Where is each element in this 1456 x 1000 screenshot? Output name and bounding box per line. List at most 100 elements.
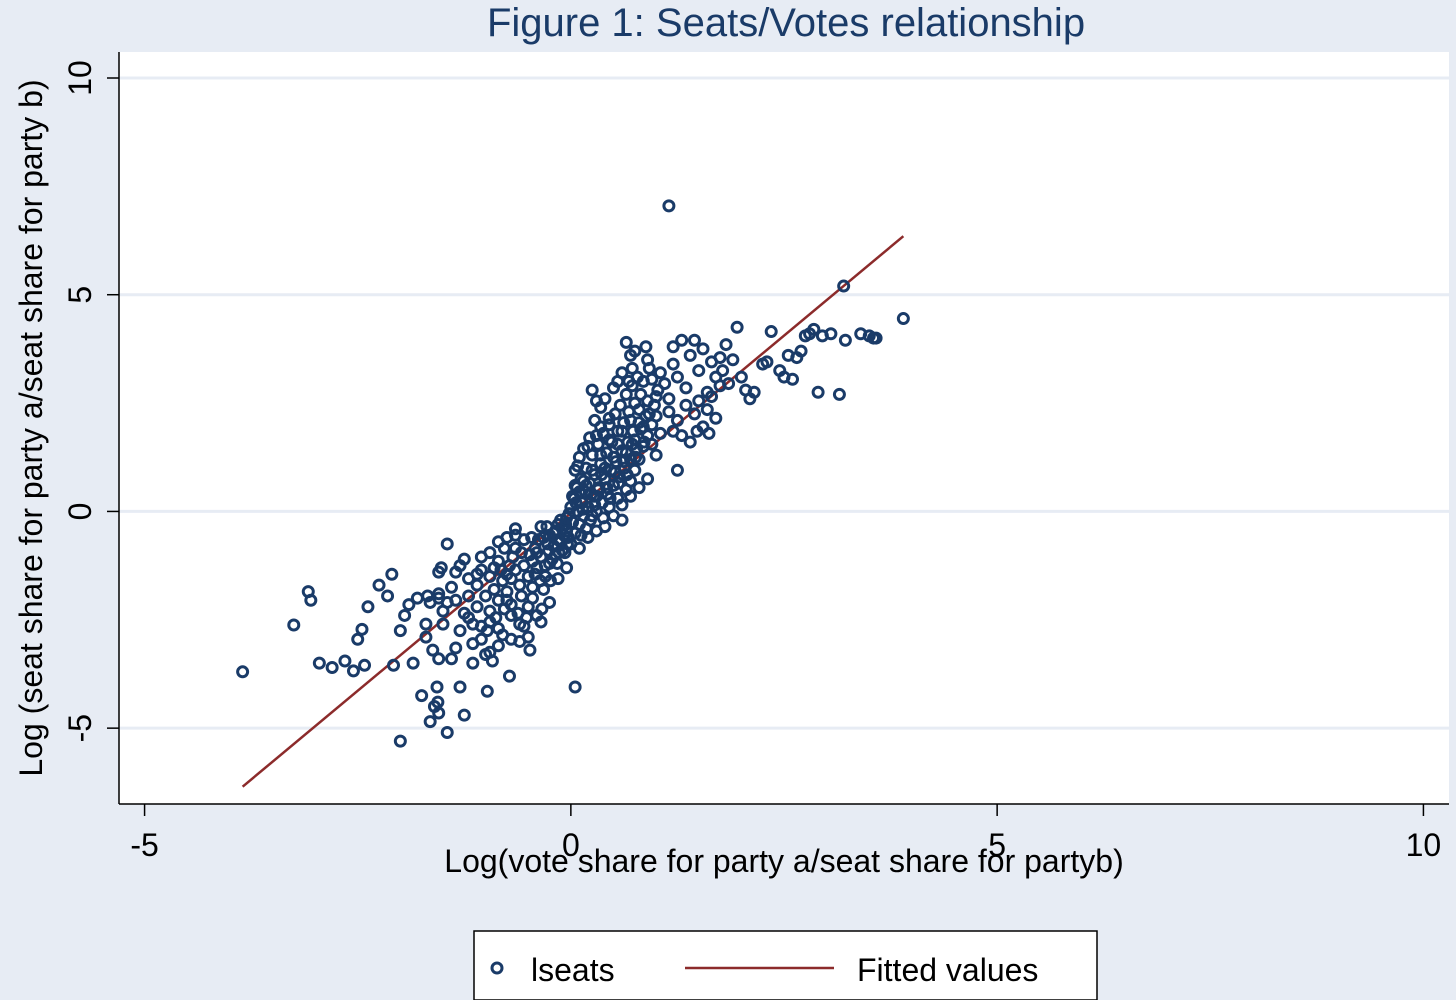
data-point-44 — [440, 725, 454, 739]
data-point-311 — [832, 387, 846, 401]
data-point-253 — [645, 372, 659, 386]
data-point-264 — [679, 398, 693, 412]
data-point-22 — [415, 689, 429, 703]
data-point-351 — [457, 606, 471, 620]
data-point-34 — [436, 604, 450, 618]
data-point-42 — [419, 617, 433, 631]
scatter-points — [236, 199, 910, 748]
data-point-17 — [393, 734, 407, 748]
data-point-100 — [514, 589, 528, 603]
data-point-90 — [470, 600, 484, 614]
data-point-265 — [683, 435, 697, 449]
data-point-358 — [521, 630, 535, 644]
data-point-248 — [625, 361, 639, 375]
data-point-258 — [666, 357, 680, 371]
data-point-94 — [491, 593, 505, 607]
data-point-290 — [726, 353, 740, 367]
data-point-268 — [692, 394, 706, 408]
data-point-3 — [304, 593, 318, 607]
data-point-29 — [436, 617, 450, 631]
data-point-344 — [620, 468, 634, 482]
data-point-1 — [287, 618, 301, 632]
data-point-331 — [569, 496, 583, 510]
data-point-175 — [613, 398, 627, 412]
data-point-13 — [381, 589, 395, 603]
data-point-256 — [658, 377, 672, 391]
legend-label-fitted: Fitted values — [857, 952, 1038, 988]
data-point-329 — [560, 524, 574, 538]
data-point-35 — [430, 680, 444, 694]
data-point-131 — [525, 530, 539, 544]
data-point-25 — [423, 715, 437, 729]
data-point-276 — [666, 340, 680, 354]
data-point-220 — [568, 463, 582, 477]
data-point-255 — [653, 366, 667, 380]
data-point-235 — [632, 403, 646, 417]
data-point-326 — [534, 520, 548, 534]
data-point-302 — [786, 372, 800, 386]
data-point-102 — [521, 569, 535, 583]
data-point-321 — [491, 554, 505, 568]
data-point-345 — [625, 437, 639, 451]
data-point-70 — [523, 643, 537, 657]
data-point-280 — [687, 333, 701, 347]
data-point-340 — [603, 491, 617, 505]
x-tick-label-3: 10 — [1406, 827, 1442, 863]
legend-box — [473, 930, 1098, 1000]
x-tick-label-1: 0 — [562, 827, 580, 863]
data-point-39 — [434, 561, 448, 575]
data-point-37 — [431, 695, 445, 709]
data-point-333 — [576, 502, 590, 516]
data-point-332 — [572, 485, 586, 499]
data-point-137 — [543, 574, 557, 588]
data-point-271 — [702, 426, 716, 440]
data-point-249 — [628, 344, 642, 358]
data-point-229 — [606, 450, 620, 464]
data-point-218 — [651, 383, 665, 397]
data-point-19 — [402, 598, 416, 612]
data-point-0 — [236, 665, 250, 679]
y-axis-title: Log (seat share for party a/seat share f… — [13, 79, 49, 776]
data-point-233 — [624, 413, 638, 427]
data-point-341 — [608, 465, 622, 479]
data-point-357 — [513, 617, 527, 631]
data-point-371 — [572, 541, 586, 555]
data-point-8 — [351, 632, 365, 646]
data-point-43 — [440, 537, 454, 551]
data-point-310 — [824, 327, 838, 341]
data-point-7 — [346, 664, 360, 678]
data-point-33 — [432, 587, 446, 601]
data-point-46 — [453, 680, 467, 694]
data-point-317 — [869, 331, 883, 345]
data-point-257 — [662, 392, 676, 406]
data-point-223 — [581, 439, 595, 453]
data-point-347 — [634, 422, 648, 436]
data-point-251 — [639, 340, 653, 354]
data-point-189 — [634, 387, 648, 401]
data-point-217 — [649, 448, 663, 462]
data-point-366 — [483, 546, 497, 560]
data-point-259 — [670, 370, 684, 384]
data-point-295 — [747, 385, 761, 399]
data-point-353 — [474, 619, 488, 633]
data-point-10 — [358, 658, 372, 672]
data-point-83 — [551, 572, 565, 586]
data-point-279 — [683, 348, 697, 362]
data-point-226 — [594, 448, 608, 462]
data-point-238 — [645, 437, 659, 451]
data-point-31 — [445, 652, 458, 666]
data-point-319 — [662, 199, 676, 213]
data-point-23 — [419, 630, 433, 644]
data-point-54 — [480, 684, 494, 698]
data-point-89 — [568, 680, 582, 694]
x-axis-title: Log(vote share for party a/seat share fo… — [444, 843, 1123, 879]
data-point-350 — [453, 624, 467, 638]
data-point-16 — [393, 624, 407, 638]
data-point-135 — [559, 517, 573, 531]
axes: -5 0 5 10 -5 0 5 10 — [62, 52, 1449, 863]
data-point-322 — [500, 567, 514, 581]
data-point-241 — [589, 394, 603, 408]
legend: lseats Fitted values — [473, 930, 1098, 1000]
y-tick-label-2: 5 — [62, 286, 98, 304]
